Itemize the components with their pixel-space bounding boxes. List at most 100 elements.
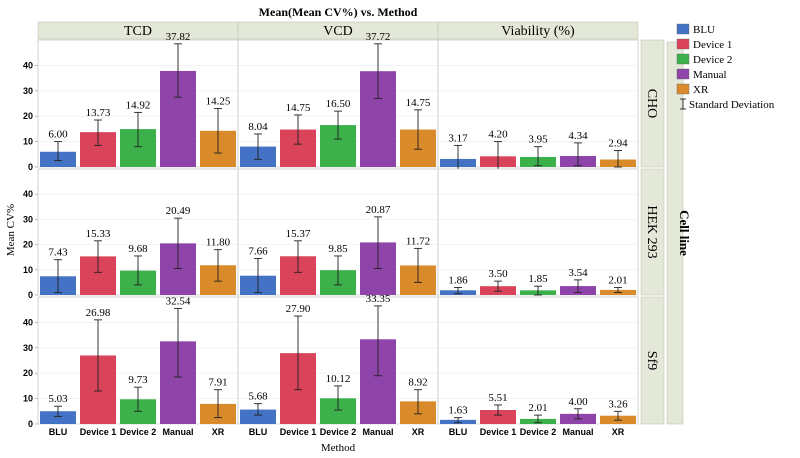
bar	[40, 411, 76, 424]
legend: BLU Device 1 Device 2 Manual XR Standard Devi…	[676, 23, 775, 111]
data-label: 16.50	[326, 98, 351, 110]
y-tick-label: 0	[28, 162, 33, 172]
y-tick-label: 20	[23, 368, 33, 378]
data-label: 11.80	[206, 237, 231, 249]
legend-label: BLU	[693, 24, 715, 36]
x-tick-label: BLU	[249, 427, 268, 437]
column-strip-label: TCD	[124, 24, 152, 39]
x-tick-label: Manual	[562, 427, 593, 437]
y-tick-label: 0	[28, 419, 33, 429]
bar	[480, 410, 516, 424]
legend-swatch	[676, 53, 690, 65]
data-label: 2.01	[608, 274, 627, 286]
y-tick-label: 40	[23, 317, 33, 327]
row-strip-label: Sf9	[644, 351, 659, 370]
panel-frame	[437, 296, 639, 425]
y-tick-label: 10	[23, 394, 33, 404]
plot-layer: TCD VCD Viability (%) CHO HEK 293 Sf9 0 10 20 30 4…	[23, 21, 665, 437]
data-label: 33.35	[366, 293, 391, 305]
data-label: 3.17	[448, 132, 468, 144]
x-tick-label: Device 1	[280, 427, 317, 437]
data-label: 9.68	[128, 243, 148, 255]
row-strip	[640, 168, 665, 296]
column-strip-label: Viability (%)	[501, 24, 575, 39]
data-label: 26.98	[86, 307, 111, 319]
data-label: 7.91	[208, 377, 227, 389]
row-group-band	[666, 41, 684, 425]
legend-swatch	[676, 23, 690, 35]
y-tick-label: 20	[23, 240, 33, 250]
data-label: 20.49	[166, 205, 191, 217]
data-label: 1.63	[448, 405, 468, 417]
x-tick-label: XR	[412, 427, 425, 437]
y-tick-label: 20	[23, 111, 33, 121]
x-tick-label: Device 2	[520, 427, 557, 437]
data-label: 32.54	[166, 295, 191, 307]
legend-label: XR	[693, 84, 709, 96]
data-label: 37.82	[166, 31, 191, 43]
x-tick-label: Manual	[362, 427, 393, 437]
data-label: 20.87	[366, 204, 391, 216]
data-label: 13.73	[86, 107, 111, 119]
data-label: 14.25	[206, 96, 231, 108]
y-tick-label: 30	[23, 214, 33, 224]
data-label: 1.85	[528, 273, 548, 285]
data-label: 15.37	[286, 228, 311, 240]
data-label: 5.03	[48, 393, 68, 405]
row-group-title: Cell line	[677, 210, 692, 256]
data-label: 4.20	[488, 129, 508, 141]
x-tick-label: XR	[212, 427, 225, 437]
legend-swatch	[676, 38, 690, 50]
data-label: 27.90	[286, 303, 311, 315]
data-label: 3.54	[568, 267, 588, 279]
data-label: 5.51	[488, 392, 507, 404]
data-label: 14.75	[406, 97, 431, 109]
data-label: 11.72	[406, 235, 430, 247]
x-tick-label: Device 2	[120, 427, 157, 437]
y-tick-label: 40	[23, 60, 33, 70]
row-strip-label: CHO	[644, 89, 659, 119]
y-tick-label: 40	[23, 189, 33, 199]
data-label: 37.72	[366, 31, 391, 43]
data-label: 7.43	[48, 247, 68, 259]
data-label: 10.12	[326, 373, 351, 385]
legend-label: Device 1	[693, 39, 732, 51]
data-label: 14.75	[286, 102, 311, 114]
x-tick-label: Device 1	[480, 427, 517, 437]
data-label: 9.85	[328, 243, 348, 255]
x-tick-label: BLU	[49, 427, 68, 437]
legend-swatch	[676, 83, 690, 95]
data-label: 7.66	[248, 245, 268, 257]
data-label: 9.73	[128, 374, 148, 386]
data-label: 8.92	[408, 377, 427, 389]
y-tick-label: 30	[23, 343, 33, 353]
y-tick-label: 0	[28, 290, 33, 300]
row-strip-label: HEK 293	[644, 205, 659, 258]
x-tick-label: Device 1	[80, 427, 117, 437]
x-tick-label: XR	[612, 427, 625, 437]
y-axis-title: Mean CV%	[5, 204, 17, 256]
x-axis-title: Method	[321, 442, 356, 454]
panel-frame	[437, 39, 639, 168]
x-tick-label: Manual	[162, 427, 193, 437]
data-label: 8.04	[248, 121, 268, 133]
data-label: 3.26	[608, 398, 628, 410]
chart-title: Mean(Mean CV%) vs. Method	[259, 5, 418, 19]
data-label: 4.34	[568, 130, 588, 142]
data-label: 3.50	[488, 268, 508, 280]
legend-label: Device 2	[693, 54, 732, 66]
data-label: 3.95	[528, 134, 548, 146]
row-strip	[640, 296, 665, 425]
legend-error-label: Standard Deviation	[689, 99, 775, 111]
data-label: 15.33	[86, 228, 111, 240]
data-label: 2.01	[528, 402, 547, 414]
y-tick-label: 30	[23, 86, 33, 96]
x-tick-label: BLU	[449, 427, 468, 437]
data-label: 1.86	[448, 274, 468, 286]
data-label: 6.00	[48, 129, 68, 141]
data-label: 2.94	[608, 137, 628, 149]
legend-label: Manual	[693, 69, 727, 81]
column-strip-label: VCD	[323, 24, 353, 39]
x-tick-label: Device 2	[320, 427, 357, 437]
